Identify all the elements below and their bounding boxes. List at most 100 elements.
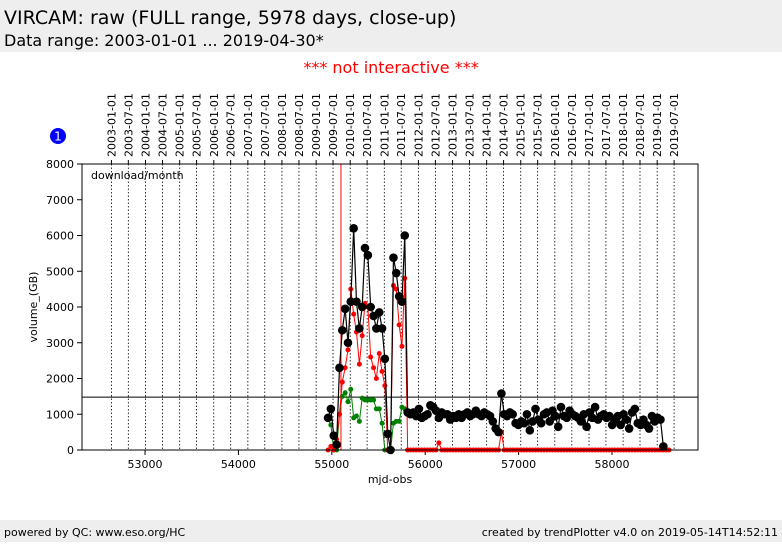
badge-circle <box>50 128 66 144</box>
data-point <box>376 350 382 356</box>
plot-frame <box>81 163 699 451</box>
data-point <box>659 442 668 451</box>
data-point <box>345 347 351 353</box>
data-point <box>371 397 377 403</box>
top-tick-label: 2005-07-01 <box>191 93 204 157</box>
data-point <box>343 338 353 348</box>
y-tick-label: 7000 <box>46 194 74 207</box>
x-tick-label: 55000 <box>314 458 349 471</box>
data-point <box>380 354 390 364</box>
data-point <box>342 390 348 396</box>
top-tick-label: 2016-01-01 <box>549 93 562 157</box>
data-point <box>389 253 398 262</box>
data-point <box>551 411 560 421</box>
data-point <box>436 440 442 446</box>
data-point <box>337 325 347 335</box>
data-point <box>340 304 350 314</box>
data-point <box>382 383 388 389</box>
top-tick-label: 2018-01-01 <box>617 93 630 157</box>
data-point <box>396 322 402 328</box>
data-point <box>374 308 384 317</box>
top-tick-label: 2010-01-01 <box>344 93 357 157</box>
x-axis-label: mjd-obs <box>368 473 413 486</box>
data-point <box>360 243 370 253</box>
y-tick-label: 1000 <box>46 408 74 421</box>
data-point <box>342 365 348 371</box>
x-tick-label: 58000 <box>594 458 629 471</box>
data-point <box>356 361 362 367</box>
top-tick-label: 2007-07-01 <box>259 93 272 157</box>
top-tick-label: 2012-07-01 <box>429 93 442 157</box>
top-tick-label: 2008-01-01 <box>276 93 289 157</box>
top-tick-label: 2014-07-01 <box>498 93 511 157</box>
top-tick-label: 2017-01-01 <box>583 93 596 157</box>
top-tick-label: 2003-01-01 <box>105 93 118 157</box>
data-point <box>582 422 591 432</box>
data-point <box>396 418 402 424</box>
data-point <box>351 311 357 317</box>
y-tick-label: 4000 <box>46 301 74 314</box>
annotation: download/month <box>91 169 184 182</box>
data-point <box>332 440 341 449</box>
title: VIRCAM: raw (FULL range, 5978 days, clos… <box>4 7 456 29</box>
data-point <box>519 418 529 428</box>
data-point <box>508 409 518 419</box>
data-point <box>497 389 506 398</box>
plot: 2003-01-01 2003-07-01 2004-01-01 2004-07-01… <box>27 93 699 486</box>
data-point <box>414 404 424 414</box>
data-point <box>531 404 540 414</box>
top-tick-label: 2019-07-01 <box>668 93 681 157</box>
data-point <box>349 224 358 233</box>
data-point <box>356 418 362 424</box>
data-point <box>383 429 393 439</box>
data-point <box>371 365 377 371</box>
data-point <box>376 406 382 412</box>
top-tick-label: 2013-07-01 <box>463 93 476 157</box>
top-tick-label: 2019-01-01 <box>651 93 664 157</box>
top-tick-label: 2003-07-01 <box>122 93 135 157</box>
data-point <box>357 302 367 312</box>
top-tick-label: 2004-07-01 <box>157 93 170 157</box>
y-tick-label: 2000 <box>46 373 74 386</box>
data-point <box>622 415 631 424</box>
data-point <box>536 418 546 428</box>
data-point <box>348 386 354 392</box>
y-axis-label: volume_(GB) <box>27 272 40 343</box>
top-tick-label: 2012-01-01 <box>412 93 425 157</box>
footer-right: created by trendPlotter v4.0 on 2019-05-… <box>482 526 778 539</box>
data-point <box>545 417 554 426</box>
top-tick-label: 2005-01-01 <box>174 93 187 157</box>
y-tick-label: 5000 <box>46 265 74 278</box>
top-tick-label: 2009-01-01 <box>310 93 323 157</box>
header-band <box>0 0 782 52</box>
data-point <box>335 363 344 373</box>
footer-band <box>0 520 782 542</box>
data-point <box>522 409 532 419</box>
data-point <box>590 402 600 412</box>
data-point <box>556 402 566 412</box>
data-point <box>345 399 351 405</box>
top-tick-label: 2017-07-01 <box>600 93 613 157</box>
data-point <box>656 415 665 424</box>
data-point <box>423 409 432 419</box>
data-point <box>352 297 361 306</box>
x-tick-label: 54000 <box>221 458 256 471</box>
top-tick-label: 2018-07-01 <box>634 93 647 157</box>
data-point <box>391 268 401 278</box>
data-point <box>399 343 405 349</box>
top-tick-label: 2008-07-01 <box>293 93 306 157</box>
data-point <box>576 417 586 426</box>
data-point <box>644 424 654 433</box>
top-tick-label: 2004-01-01 <box>140 93 153 157</box>
x-tick-label: 57000 <box>501 458 536 471</box>
data-point <box>363 250 373 260</box>
data-point <box>494 427 503 437</box>
data-point <box>353 413 359 419</box>
data-point <box>326 404 336 414</box>
y-tick-label: 0 <box>67 444 74 457</box>
top-tick-label: 2009-07-01 <box>327 93 340 157</box>
top-tick-label: 2007-01-01 <box>242 93 255 157</box>
notice: *** not interactive *** <box>303 58 478 77</box>
data-point <box>488 417 498 426</box>
y-tick-label: 3000 <box>46 337 74 350</box>
